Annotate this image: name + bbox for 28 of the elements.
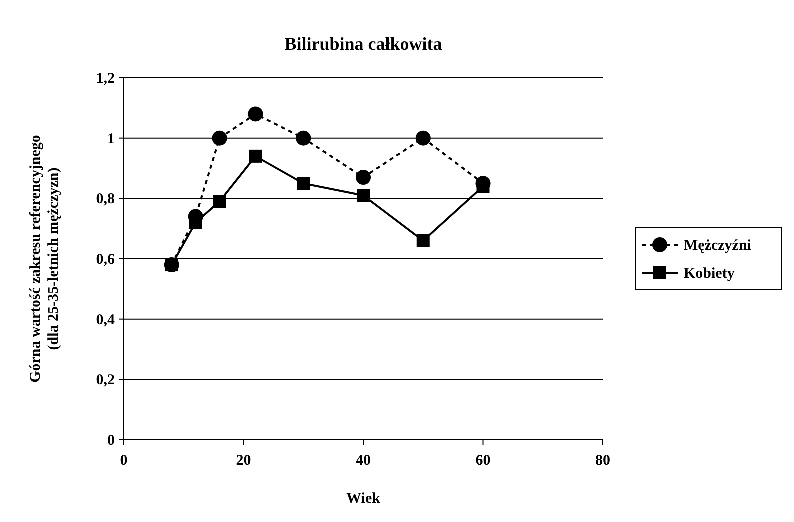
point (213, 195, 226, 208)
y-tick-label: 0,8 (96, 192, 115, 208)
x-axis-title: Wiek (346, 491, 382, 507)
point (212, 130, 228, 146)
y-axis-title: Górna wartość zakresu referencyjnego (dla 25-35-letnich mężczyzn) (28, 135, 62, 383)
y-tick-label: 0,4 (96, 312, 116, 328)
y-tick-label: 0 (108, 433, 115, 449)
x-tick-label: 20 (236, 453, 252, 469)
point (296, 130, 312, 146)
y-tick-label: 0,2 (96, 372, 115, 389)
point (297, 177, 310, 190)
point (249, 150, 262, 163)
point (357, 189, 370, 202)
x-tick-label: 80 (596, 453, 610, 469)
point (248, 106, 264, 122)
y-tick-label: 1 (108, 131, 115, 148)
chart-title: Bilirubina całkowita (284, 34, 442, 54)
x-tick-label: 40 (356, 453, 371, 469)
point (356, 170, 371, 186)
legend-label: Mężczyźni (684, 238, 752, 254)
point (416, 130, 431, 146)
legend-label: Kobiety (684, 266, 736, 282)
y-tick-label: 1,2 (96, 71, 115, 87)
x-tick-label: 0 (120, 453, 128, 469)
x-tick-label: 60 (476, 453, 491, 469)
point (476, 180, 490, 194)
point (416, 234, 430, 248)
y-tick-label: 0,6 (96, 252, 116, 268)
